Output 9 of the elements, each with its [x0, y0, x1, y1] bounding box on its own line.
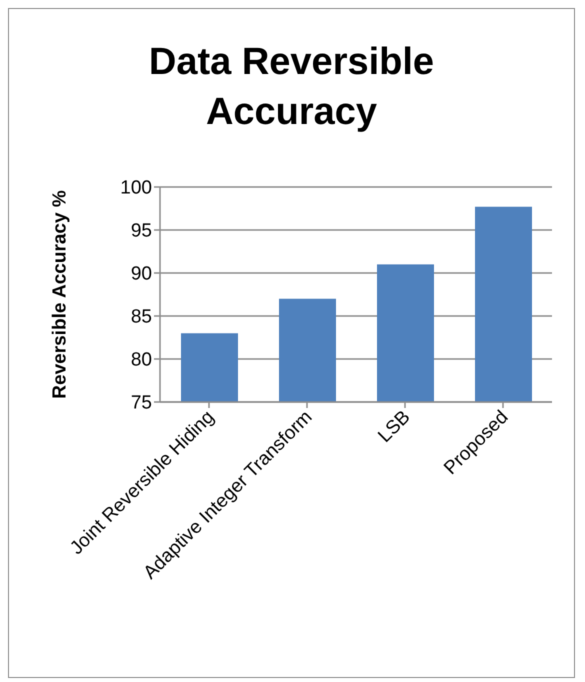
y-tick-label: 95: [130, 220, 152, 242]
x-tick-label: LSB: [374, 406, 415, 447]
y-tick-label: 85: [130, 306, 152, 328]
y-tick-label: 75: [130, 392, 152, 414]
y-tick-label: 100: [120, 178, 152, 199]
y-axis-title: Reversible Accuracy %: [50, 190, 71, 399]
chart-title: Data Reversible Accuracy: [148, 40, 436, 135]
y-tick-label: 90: [130, 264, 152, 285]
y-tick-label: 80: [130, 350, 152, 371]
